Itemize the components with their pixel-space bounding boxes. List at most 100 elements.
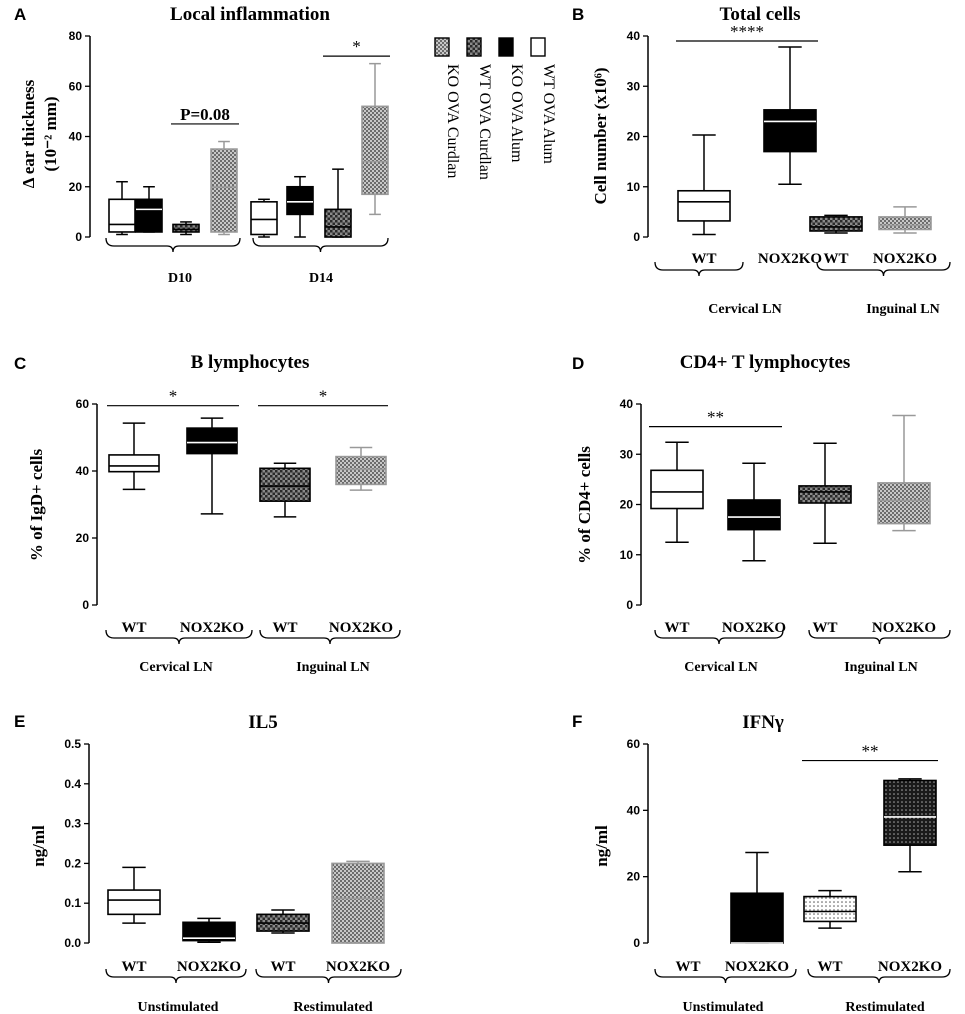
box-iqr bbox=[107, 889, 161, 916]
y-axis-label: ng/ml bbox=[592, 825, 611, 867]
group-brace bbox=[807, 968, 951, 984]
x-category-label: WT bbox=[272, 620, 297, 636]
box-2 bbox=[763, 46, 817, 185]
significance-label: ** bbox=[707, 408, 724, 427]
group-label: Restimulated bbox=[293, 1000, 373, 1014]
box-iqr bbox=[798, 485, 852, 504]
box-2 bbox=[182, 917, 236, 943]
box-iqr bbox=[324, 208, 352, 238]
legend-label: KO OVA Curdlan bbox=[444, 64, 461, 178]
x-category-label: NOX2KO bbox=[177, 959, 241, 975]
box-2 bbox=[135, 186, 163, 233]
significance-label: **** bbox=[730, 22, 764, 41]
y-tick-label: 20 bbox=[627, 130, 641, 144]
box-iqr bbox=[210, 148, 238, 233]
group-label: Inguinal LN bbox=[844, 660, 918, 675]
group-label: D10 bbox=[168, 271, 192, 286]
box-4 bbox=[883, 778, 937, 873]
group-label: D14 bbox=[309, 271, 333, 286]
group-brace bbox=[105, 629, 253, 645]
y-tick-label: 0 bbox=[626, 598, 633, 612]
panel-f: F IFNγ 0 20 40 60 ng/ml ** WT NOX2KO WT NOX2KO Unsti… bbox=[572, 712, 951, 1014]
y-tick-label: 0.1 bbox=[64, 896, 81, 910]
box-3 bbox=[259, 462, 311, 518]
box-4 bbox=[877, 414, 931, 532]
box-2 bbox=[186, 417, 238, 515]
y-tick-label: 20 bbox=[627, 870, 641, 884]
y-axis-label: ng/ml bbox=[29, 825, 48, 867]
x-category-label: WT bbox=[691, 251, 716, 267]
panel-letter: F bbox=[572, 712, 582, 731]
group-brace bbox=[259, 629, 401, 645]
x-category-label: NOX2KO bbox=[722, 620, 786, 636]
box-1 bbox=[677, 134, 731, 236]
legend: WT OVA Alum KO OVA Alum WT OVA Curdlan KO O… bbox=[434, 37, 557, 180]
group-brace bbox=[654, 968, 797, 984]
y-tick-label: 80 bbox=[69, 29, 83, 43]
y-tick-label: 20 bbox=[69, 180, 83, 194]
legend-label: WT OVA Alum bbox=[540, 64, 557, 164]
box-iqr bbox=[650, 469, 704, 510]
y-tick-label: 60 bbox=[69, 79, 83, 93]
y-axis-label: % of CD4+ cells bbox=[575, 446, 594, 564]
x-category-label: WT bbox=[817, 959, 842, 975]
group-label: Cervical LN bbox=[684, 660, 757, 675]
group-label: Inguinal LN bbox=[866, 302, 940, 317]
box-1 bbox=[108, 422, 160, 491]
box-iqr bbox=[877, 482, 931, 525]
y-tick-label: 40 bbox=[627, 803, 641, 817]
box-4 bbox=[878, 206, 932, 234]
y-tick-label: 0 bbox=[75, 230, 82, 244]
legend-label: KO OVA Alum bbox=[508, 64, 525, 163]
legend-swatch bbox=[498, 37, 514, 57]
box-4 bbox=[210, 140, 238, 236]
panel-c: C B lymphocytes 0 20 40 60 % of IgD+ cells * * WT… bbox=[14, 352, 401, 675]
box-iqr bbox=[108, 198, 136, 233]
y-axis-label: Δ ear thickness (10⁻² mm) bbox=[19, 79, 60, 188]
x-category-label: WT bbox=[121, 959, 146, 975]
x-category-label: NOX2KO bbox=[758, 251, 822, 267]
x-category-label: NOX2KO bbox=[872, 620, 936, 636]
y-tick-label: 30 bbox=[620, 447, 634, 461]
panel-title: IFNγ bbox=[742, 712, 784, 733]
panel-a: A Local inflammation 0 20 40 60 80 Δ ear thickn… bbox=[14, 4, 557, 286]
x-category-label: NOX2KO bbox=[180, 620, 244, 636]
box-iqr bbox=[361, 105, 389, 196]
box-iqr bbox=[763, 109, 817, 153]
significance-label: * bbox=[319, 387, 328, 406]
panel-b: B Total cells 0 10 20 30 40 Cell number (x10⁶) *… bbox=[572, 4, 951, 317]
group-label: Restimulated bbox=[845, 1000, 925, 1014]
box-iqr bbox=[727, 499, 781, 531]
box-iqr bbox=[803, 895, 857, 923]
y-tick-label: 30 bbox=[627, 79, 641, 93]
box-4 bbox=[331, 860, 385, 944]
group-label: Unstimulated bbox=[138, 1000, 219, 1014]
group-brace bbox=[105, 968, 247, 984]
panel-title: CD4+ T lymphocytes bbox=[680, 352, 851, 373]
y-tick-label: 0 bbox=[633, 936, 640, 950]
group-label: Cervical LN bbox=[708, 302, 781, 317]
legend-label: WT OVA Curdlan bbox=[476, 64, 493, 180]
legend-swatch bbox=[466, 37, 482, 57]
y-tick-label: 60 bbox=[76, 397, 90, 411]
box-3 bbox=[256, 909, 310, 934]
box-iqr bbox=[335, 455, 387, 486]
y-tick-label: 10 bbox=[620, 548, 634, 562]
significance-label: ** bbox=[862, 742, 879, 761]
box-iqr bbox=[259, 467, 311, 502]
x-category-label: NOX2KO bbox=[878, 959, 942, 975]
y-tick-label: 0 bbox=[633, 230, 640, 244]
y-tick-label: 40 bbox=[76, 464, 90, 478]
box-iqr bbox=[186, 427, 238, 455]
box-5 bbox=[250, 198, 278, 238]
box-3 bbox=[798, 442, 852, 544]
y-tick-label: 60 bbox=[627, 737, 641, 751]
box-iqr bbox=[331, 862, 385, 944]
panel-letter: D bbox=[572, 354, 584, 373]
y-tick-label: 0.5 bbox=[64, 737, 81, 751]
group-brace bbox=[105, 237, 241, 253]
panel-letter: E bbox=[14, 712, 25, 731]
panel-title: Total cells bbox=[719, 4, 800, 25]
group-label: Unstimulated bbox=[683, 1000, 764, 1014]
y-tick-label: 20 bbox=[76, 531, 90, 545]
